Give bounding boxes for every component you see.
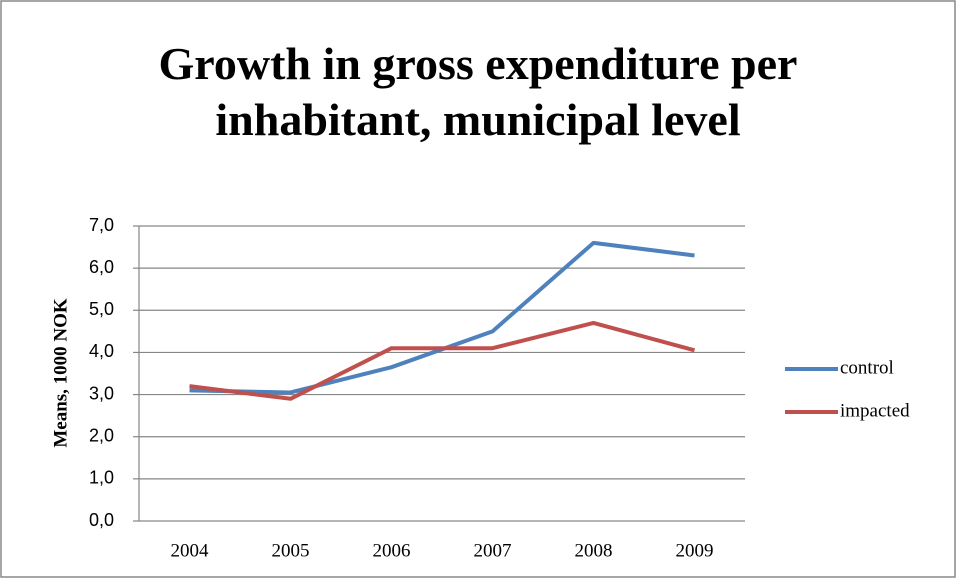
y-tick-label: 1,0 [89,468,114,488]
legend-label: control [840,357,894,378]
y-tick-label: 5,0 [89,299,114,319]
y-axis-label: Means, 1000 NOK [50,298,71,448]
x-tick-label: 2007 [474,540,512,561]
y-tick-label: 6,0 [89,257,114,277]
x-tick-label: 2006 [373,540,411,561]
y-tick-label: 0,0 [89,510,114,530]
x-tick-label: 2008 [575,540,613,561]
series-line [189,240,695,395]
series-line [189,320,696,401]
x-tick-label: 2004 [171,540,210,561]
y-tick-label: 7,0 [89,215,114,235]
y-tick-label: 2,0 [89,425,114,445]
y-tick-label: 3,0 [89,383,114,403]
legend-label: impacted [840,400,910,421]
chart-title: Growth in gross expenditure per inhabita… [158,38,798,145]
x-tick-label: 2009 [676,540,714,561]
y-tick-label: 4,0 [89,341,114,361]
x-tick-label: 2005 [272,540,310,561]
